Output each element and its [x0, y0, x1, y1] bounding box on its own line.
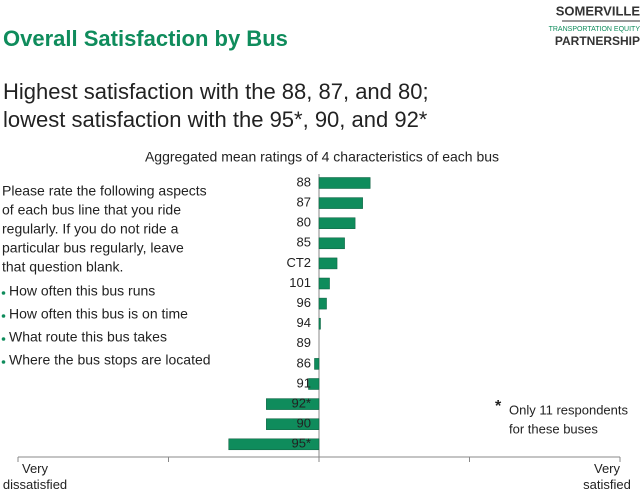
- note: Only 11 respondents: [509, 402, 628, 417]
- y-tick-label: 86: [297, 355, 311, 370]
- bar: [318, 277, 330, 290]
- bar: [318, 177, 371, 189]
- bullet-dot: [1, 291, 6, 295]
- bullet: Where the bus stops are located: [9, 352, 211, 368]
- bar: [314, 358, 320, 370]
- question-line: regularly. If you do not ride a: [2, 221, 179, 237]
- y-tick-label: 87: [297, 195, 311, 210]
- bar: [318, 257, 338, 270]
- bar: [266, 398, 320, 410]
- x-tick-label: Very satisfied: [583, 461, 631, 491]
- y-tick-label: 90: [297, 416, 311, 431]
- logo-line: PARTNERSHIP: [555, 34, 640, 48]
- slide-title: Overall Satisfaction by Bus: [3, 26, 288, 51]
- y-tick-label: 92*: [291, 396, 311, 411]
- bar: [308, 378, 320, 390]
- x-tick-label: Very dissatisfied: [2, 461, 68, 491]
- question-line: particular bus regularly, leave: [2, 240, 184, 256]
- bullet: What route this bus takes: [9, 329, 167, 345]
- y-tick-label: 89: [297, 335, 311, 350]
- question-line: that question blank.: [2, 259, 123, 275]
- bar: [318, 317, 321, 330]
- y-tick-label: 96: [297, 295, 311, 310]
- y-tick-label: 88: [297, 174, 311, 189]
- bar: [318, 297, 327, 310]
- logo-line: SOMERVILLE: [556, 3, 641, 18]
- question-line: Please rate the following aspects: [2, 183, 207, 199]
- y-tick-label: 91: [297, 375, 311, 390]
- y-tick-label: 101: [289, 275, 311, 290]
- bar: [228, 438, 320, 451]
- bar: [318, 237, 345, 250]
- bullet-dot: [1, 314, 6, 318]
- y-tick-label: 95*: [291, 436, 311, 451]
- bar: [318, 217, 356, 229]
- y-tick-label: 85: [297, 235, 311, 250]
- y-tick-label: CT2: [286, 255, 311, 270]
- bullet-dot: [1, 337, 6, 341]
- chart-title: Aggregated mean ratings of 4 characteris…: [145, 149, 499, 165]
- bar: [266, 418, 320, 430]
- headline: lowest satisfaction with the 95*, 90, an…: [3, 107, 428, 132]
- bullet: How often this bus runs: [9, 283, 155, 299]
- logo-line: TRANSPORTATION EQUITY: [549, 26, 641, 33]
- y-tick-label: 80: [297, 215, 311, 230]
- note-symbol: *: [495, 398, 502, 415]
- bullet: How often this bus is on time: [9, 306, 188, 322]
- bar: [318, 197, 363, 209]
- note: for these buses: [509, 421, 598, 436]
- y-tick-label: 94: [297, 315, 311, 330]
- headline: Highest satisfaction with the 88, 87, an…: [3, 79, 429, 104]
- question-line: of each bus line that you ride: [2, 202, 181, 218]
- bullet-dot: [1, 360, 6, 364]
